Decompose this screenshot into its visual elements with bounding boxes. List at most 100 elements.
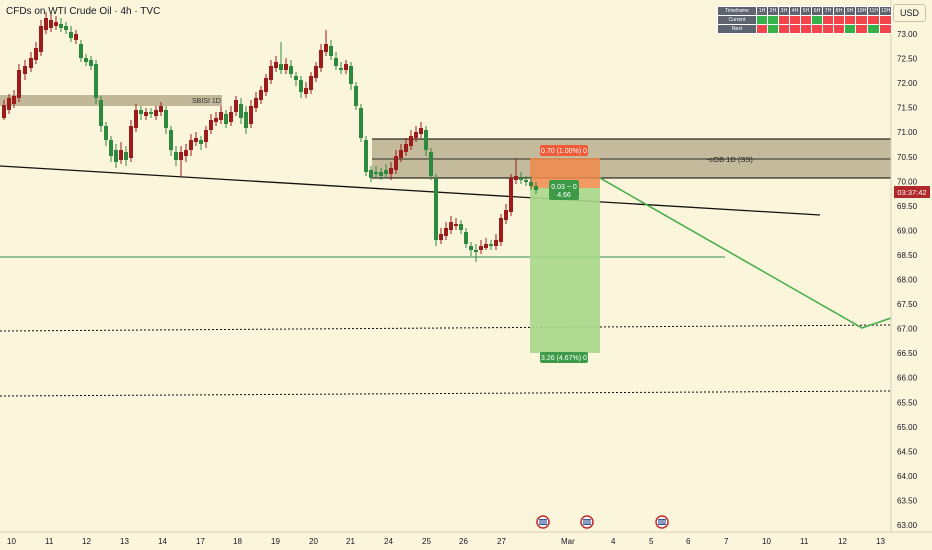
dotted-line-lower[interactable] (0, 390, 892, 397)
bearish-candle[interactable] (7, 98, 11, 110)
bearish-candle[interactable] (49, 20, 53, 28)
bullish-candle[interactable] (294, 76, 298, 80)
bearish-candle[interactable] (23, 66, 27, 74)
bearish-candle[interactable] (54, 22, 58, 26)
bullish-candle[interactable] (299, 80, 303, 92)
bullish-candle[interactable] (94, 64, 98, 98)
bullish-candle[interactable] (519, 178, 523, 180)
bearish-candle[interactable] (304, 88, 308, 94)
bearish-candle[interactable] (284, 64, 288, 70)
candlestick-series[interactable] (2, 12, 538, 262)
bearish-candle[interactable] (144, 112, 148, 116)
bearish-candle[interactable] (449, 222, 453, 230)
bullish-candle[interactable] (244, 112, 248, 128)
bullish-candle[interactable] (114, 150, 118, 162)
event-flag-us[interactable] (655, 515, 669, 529)
bearish-candle[interactable] (479, 246, 483, 250)
bearish-candle[interactable] (29, 58, 33, 68)
bullish-candle[interactable] (529, 182, 533, 186)
bearish-candle[interactable] (17, 70, 21, 98)
bullish-candle[interactable] (349, 66, 353, 84)
bullish-candle[interactable] (359, 108, 363, 138)
bearish-candle[interactable] (319, 50, 323, 68)
bearish-candle[interactable] (264, 78, 268, 92)
bearish-candle[interactable] (494, 240, 498, 246)
bearish-candle[interactable] (159, 106, 163, 112)
bearish-candle[interactable] (179, 152, 183, 160)
bullish-candle[interactable] (474, 250, 478, 252)
bearish-candle[interactable] (484, 244, 488, 248)
bearish-candle[interactable] (314, 66, 318, 78)
bullish-candle[interactable] (379, 172, 383, 176)
bearish-candle[interactable] (39, 26, 43, 52)
bearish-candle[interactable] (219, 112, 223, 120)
bearish-candle[interactable] (444, 228, 448, 236)
bullish-candle[interactable] (364, 140, 368, 172)
currency-button[interactable]: USD (893, 4, 926, 22)
take-profit-zone[interactable] (530, 188, 600, 353)
bearish-candle[interactable] (189, 140, 193, 150)
bullish-candle[interactable] (224, 114, 228, 124)
sbisi-zone[interactable] (0, 95, 222, 106)
bearish-candle[interactable] (129, 126, 133, 158)
bullish-candle[interactable] (384, 170, 388, 174)
bullish-candle[interactable] (104, 126, 108, 140)
bullish-candle[interactable] (464, 232, 468, 244)
bullish-candle[interactable] (169, 130, 173, 150)
bullish-candle[interactable] (279, 64, 283, 70)
bullish-candle[interactable] (239, 104, 243, 118)
bearish-candle[interactable] (504, 210, 508, 220)
event-flag-us[interactable] (580, 515, 594, 529)
bullish-candle[interactable] (329, 46, 333, 56)
bullish-candle[interactable] (164, 110, 168, 128)
bearish-candle[interactable] (409, 136, 413, 146)
projection-path[interactable] (599, 177, 892, 329)
bearish-candle[interactable] (399, 150, 403, 158)
bullish-candle[interactable] (524, 180, 528, 182)
bearish-candle[interactable] (269, 66, 273, 80)
bullish-candle[interactable] (79, 44, 83, 58)
bearish-candle[interactable] (344, 64, 348, 70)
bearish-candle[interactable] (454, 224, 458, 226)
bullish-candle[interactable] (109, 140, 113, 156)
bullish-candle[interactable] (374, 172, 378, 174)
bullish-candle[interactable] (489, 244, 493, 246)
bearish-candle[interactable] (414, 132, 418, 138)
symbol-title[interactable]: CFDs on WTI Crude Oil · 4h · TVC (6, 6, 161, 17)
dotted-line-upper[interactable] (0, 324, 892, 332)
bearish-candle[interactable] (389, 168, 393, 174)
bullish-candle[interactable] (69, 32, 73, 38)
bearish-candle[interactable] (194, 138, 198, 142)
bearish-candle[interactable] (499, 218, 503, 242)
bearish-candle[interactable] (34, 48, 38, 60)
bearish-candle[interactable] (204, 130, 208, 142)
bearish-candle[interactable] (394, 156, 398, 170)
bearish-candle[interactable] (184, 150, 188, 156)
bullish-candle[interactable] (139, 110, 143, 114)
bullish-candle[interactable] (289, 66, 293, 74)
bearish-candle[interactable] (309, 76, 313, 90)
bullish-candle[interactable] (339, 68, 343, 70)
bullish-candle[interactable] (369, 170, 373, 178)
bullish-candle[interactable] (124, 152, 128, 160)
bullish-candle[interactable] (199, 140, 203, 144)
bearish-candle[interactable] (209, 120, 213, 130)
bullish-candle[interactable] (149, 112, 153, 114)
bullish-candle[interactable] (354, 86, 358, 106)
bullish-candle[interactable] (534, 186, 538, 190)
bullish-candle[interactable] (59, 24, 63, 28)
bearish-candle[interactable] (254, 98, 258, 108)
bearish-candle[interactable] (119, 150, 123, 160)
event-flag-us[interactable] (536, 515, 550, 529)
bullish-candle[interactable] (469, 246, 473, 250)
time-axis[interactable]: 10 11 12 13 14 17 18 19 20 21 24 25 26 27 Mar 4 5 6 7 10 11 1… (7, 537, 885, 546)
bearish-candle[interactable] (214, 118, 218, 122)
bearish-candle[interactable] (324, 44, 328, 52)
trend-line[interactable] (0, 165, 821, 216)
bearish-candle[interactable] (44, 18, 48, 30)
bearish-candle[interactable] (439, 234, 443, 240)
bullish-candle[interactable] (89, 60, 93, 66)
bearish-candle[interactable] (419, 128, 423, 134)
